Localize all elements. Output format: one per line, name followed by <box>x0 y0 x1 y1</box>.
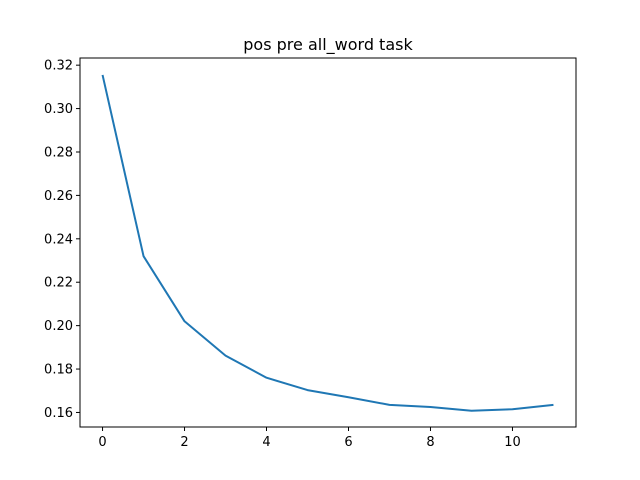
y-tick-label: 0.22 <box>44 276 73 291</box>
x-tick-label: 2 <box>180 435 188 450</box>
x-tick-label: 6 <box>344 435 352 450</box>
y-tick-label: 0.26 <box>44 189 73 204</box>
y-tick-label: 0.16 <box>44 406 73 421</box>
x-tick-label: 8 <box>426 435 434 450</box>
y-tick-label: 0.20 <box>44 319 73 334</box>
series-line <box>101 74 554 412</box>
x-axis: 0 2 4 6 8 10 <box>98 427 521 450</box>
x-tick-label: 4 <box>262 435 270 450</box>
x-tick-label: 10 <box>504 435 521 450</box>
y-tick-label: 0.30 <box>44 102 73 117</box>
plot-frame <box>79 57 577 428</box>
y-tick-label: 0.28 <box>44 145 73 160</box>
y-tick-label: 0.24 <box>44 232 73 247</box>
y-tick-label: 0.18 <box>44 363 73 378</box>
y-tick-label: 0.32 <box>44 59 73 74</box>
x-tick-label: 0 <box>98 435 106 450</box>
chart-title: pos pre all_word task <box>243 35 413 55</box>
series-layer <box>101 74 554 412</box>
y-axis: 0.16 0.18 0.20 0.22 0.24 0.26 0.28 0.30 0.32 <box>44 59 80 421</box>
